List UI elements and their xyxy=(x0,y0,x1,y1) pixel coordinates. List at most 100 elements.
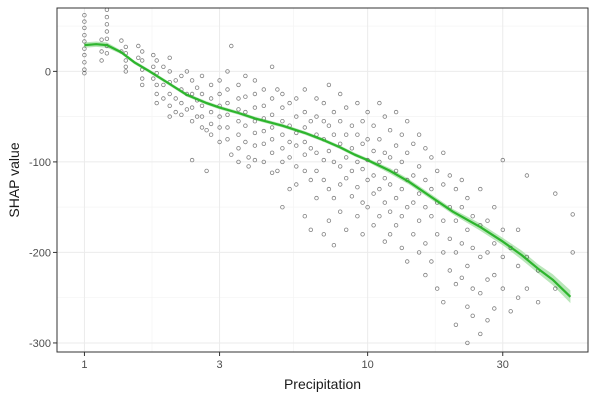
data-point xyxy=(154,82,159,88)
data-point xyxy=(365,109,370,115)
data-point xyxy=(331,242,337,248)
data-point xyxy=(453,281,459,287)
data-point xyxy=(441,182,446,187)
data-point xyxy=(435,232,440,237)
data-point xyxy=(294,182,299,187)
y-axis-title: SHAP value xyxy=(6,142,22,217)
data-point xyxy=(189,105,195,110)
data-point xyxy=(236,82,241,88)
data-point xyxy=(208,96,214,101)
data-point xyxy=(447,173,452,178)
data-point xyxy=(382,150,387,155)
data-point xyxy=(429,186,434,192)
data-point xyxy=(524,173,530,178)
data-point xyxy=(371,148,376,154)
data-point xyxy=(287,100,292,106)
data-point xyxy=(515,227,521,232)
data-point xyxy=(139,49,145,54)
data-point xyxy=(371,123,376,128)
data-point xyxy=(465,263,470,269)
data-point xyxy=(236,159,241,165)
data-point xyxy=(252,157,258,163)
data-point xyxy=(123,58,128,63)
data-point xyxy=(416,218,422,223)
data-point xyxy=(570,212,575,217)
y-tick-label: -200 xyxy=(29,247,51,259)
data-point xyxy=(199,114,205,119)
data-point xyxy=(441,218,446,223)
data-point xyxy=(287,139,292,145)
data-point xyxy=(500,286,505,291)
data-point xyxy=(199,103,205,108)
data-point xyxy=(465,304,470,309)
data-point xyxy=(405,259,410,264)
data-point xyxy=(393,109,399,115)
data-point xyxy=(139,58,145,63)
data-point xyxy=(447,236,452,241)
data-point xyxy=(104,51,110,56)
data-point xyxy=(139,76,145,81)
data-point xyxy=(387,232,393,237)
x-axis-title: Precipitation xyxy=(284,376,361,392)
data-point xyxy=(344,132,349,137)
data-point xyxy=(470,286,475,291)
data-point xyxy=(429,259,434,264)
data-point xyxy=(204,168,209,174)
data-point xyxy=(331,109,337,115)
data-point xyxy=(360,141,365,146)
data-point xyxy=(261,141,266,146)
data-point xyxy=(199,125,205,130)
data-point xyxy=(338,141,343,146)
data-point xyxy=(167,69,172,74)
data-point xyxy=(287,155,292,160)
data-point xyxy=(553,286,558,291)
data-point xyxy=(382,200,387,205)
data-point xyxy=(189,91,195,97)
data-point xyxy=(393,223,399,228)
data-point xyxy=(261,103,266,108)
data-point xyxy=(377,159,382,165)
data-point xyxy=(344,155,349,160)
data-point xyxy=(151,64,156,69)
data-point xyxy=(225,87,230,92)
data-point xyxy=(416,250,422,255)
data-point xyxy=(371,173,376,178)
data-point xyxy=(199,73,205,79)
data-point xyxy=(382,239,387,244)
data-point xyxy=(184,69,190,74)
data-point xyxy=(447,268,452,273)
data-point xyxy=(229,152,234,157)
data-point xyxy=(314,195,319,201)
data-point xyxy=(441,300,446,305)
data-point xyxy=(161,96,166,101)
data-point xyxy=(82,25,87,31)
data-point xyxy=(416,132,422,137)
data-point xyxy=(280,204,285,210)
data-point xyxy=(308,177,313,183)
data-point xyxy=(377,137,382,142)
data-point xyxy=(302,152,307,157)
data-point xyxy=(287,186,292,192)
data-point xyxy=(243,123,248,128)
data-point xyxy=(411,141,416,146)
data-point xyxy=(570,250,575,255)
data-point xyxy=(123,64,128,69)
data-point xyxy=(500,227,505,232)
data-point xyxy=(321,157,326,163)
data-point xyxy=(217,125,222,130)
data-point xyxy=(338,182,343,187)
data-point xyxy=(225,137,230,142)
data-point xyxy=(82,52,87,58)
data-point xyxy=(524,286,530,291)
data-point xyxy=(478,331,483,337)
data-point xyxy=(302,168,307,174)
data-point xyxy=(179,112,184,117)
data-point xyxy=(151,52,156,58)
data-point xyxy=(349,194,355,199)
data-point xyxy=(208,132,214,137)
data-point xyxy=(173,96,178,101)
grid xyxy=(57,8,588,352)
y-axis: 0 -100 -200 -300 xyxy=(29,66,57,350)
data-point xyxy=(236,146,241,151)
data-point xyxy=(338,118,343,124)
